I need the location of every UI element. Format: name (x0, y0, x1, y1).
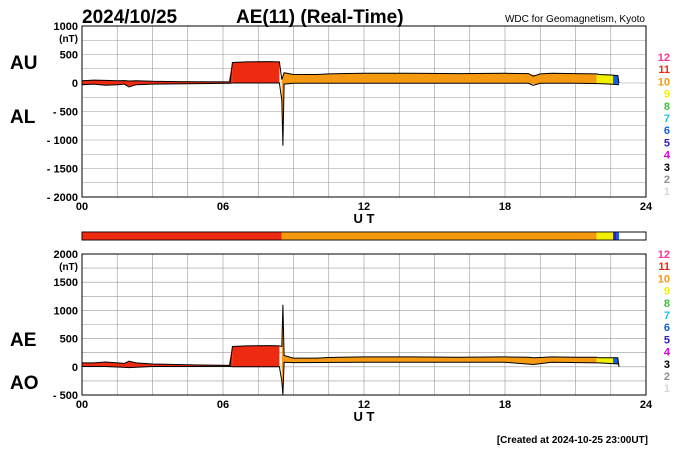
x-tick-label: 24 (640, 399, 653, 411)
legend-level-6: 6 (664, 322, 670, 334)
legend-level-12: 12 (658, 249, 670, 261)
legend-level-9: 9 (664, 89, 670, 101)
source-label: WDC for Geomagnetism, Kyoto (505, 14, 645, 25)
activity-band (281, 304, 329, 395)
created-timestamp: [Created at 2024-10-25 23:00UT] (497, 435, 648, 446)
activity-band (281, 72, 329, 146)
series-line-ae (82, 304, 620, 367)
y-tick-label: 1500 (54, 277, 78, 289)
legend-level-6: 6 (664, 125, 670, 137)
y-tick-label: 500 (60, 50, 78, 62)
series-side-label: AU (10, 53, 37, 74)
legend-level-9: 9 (664, 286, 670, 298)
status-bar-segment (596, 232, 614, 240)
x-tick-label: 24 (640, 201, 653, 213)
legend-level-3: 3 (664, 162, 670, 174)
legend-level-10: 10 (658, 76, 670, 88)
y-tick-label: 500 (60, 334, 78, 346)
x-tick-label: 12 (358, 201, 370, 213)
status-bar-segment (613, 232, 617, 240)
legend-level-2: 2 (664, 371, 670, 383)
activity-band (613, 75, 619, 85)
x-tick-label: 00 (76, 399, 88, 411)
figure-title: AE(11) (Real-Time) (236, 7, 404, 28)
x-axis-label: U T (354, 211, 375, 226)
y-tick-label: 0 (72, 362, 78, 374)
activity-band (328, 73, 597, 85)
series-side-label: AE (10, 330, 36, 351)
x-tick-label: 00 (76, 201, 88, 213)
x-tick-label: 12 (358, 399, 370, 411)
legend-level-12: 12 (658, 52, 670, 64)
status-bar-segment (616, 232, 619, 240)
x-tick-label: 18 (499, 399, 511, 411)
x-tick-label: 06 (217, 201, 229, 213)
status-bar-segment (82, 232, 282, 240)
y-tick-label: 0 (72, 78, 78, 90)
y-unit-label: (nT) (59, 262, 78, 273)
activity-band (232, 345, 280, 367)
activity-band (596, 357, 614, 364)
activity-band (82, 62, 233, 87)
plot-frame (81, 25, 647, 198)
series-side-label: AL (10, 107, 36, 128)
y-tick-label: - 500 (53, 107, 78, 119)
activity-status-bar (81, 231, 647, 241)
legend-level-2: 2 (664, 174, 670, 186)
date-label: 2024/10/25 (82, 7, 178, 28)
y-tick-label: 1000 (54, 305, 78, 317)
x-axis-label: U T (354, 409, 375, 424)
series-side-label: AO (10, 373, 39, 394)
legend-level-11: 11 (658, 64, 670, 76)
y-tick-label: - 500 (53, 390, 78, 402)
legend-level-5: 5 (664, 137, 670, 149)
legend-level-1: 1 (664, 186, 670, 198)
x-tick-label: 18 (499, 201, 511, 213)
legend-level-8: 8 (664, 101, 670, 113)
y-tick-label: - 2000 (47, 192, 78, 204)
ae-ao-chart: 2000 1500 1000 500 0 - 500 (nT) 00 06 12 18 24 U T AE… (10, 249, 653, 424)
series-line-ao (82, 361, 620, 396)
y-tick-label: - 1000 (47, 135, 78, 147)
legend-level-3: 3 (664, 359, 670, 371)
y-tick-label: - 1500 (47, 164, 78, 176)
legend-level-8: 8 (664, 298, 670, 310)
y-tick-label: 2000 (54, 249, 78, 261)
x-tick-label: 06 (217, 399, 229, 411)
activity-band (596, 73, 614, 85)
legend-level-4: 4 (664, 150, 671, 162)
legend-level-7: 7 (664, 310, 670, 322)
activity-band (328, 356, 597, 365)
legend-level-1: 1 (664, 383, 670, 395)
legend-level-4: 4 (664, 347, 671, 359)
activity-band (613, 357, 619, 367)
au-al-chart: 1000 500 0 - 500 - 1000 - 1500 - 2000 (nT) 00 06 1… (10, 21, 653, 226)
y-unit-label: (nT) (59, 34, 78, 45)
series-line-al (81, 82, 620, 146)
y-tick-label: 1000 (54, 21, 78, 33)
legend-level-5: 5 (664, 334, 670, 346)
plot-frame (81, 253, 647, 396)
status-bar-outline (81, 231, 647, 241)
legend-level-11: 11 (658, 261, 670, 273)
legend-level-10: 10 (658, 273, 670, 285)
activity-band (232, 61, 280, 83)
series-line-au (81, 61, 620, 84)
status-bar-segment (281, 232, 597, 240)
legend-level-7: 7 (664, 113, 670, 125)
